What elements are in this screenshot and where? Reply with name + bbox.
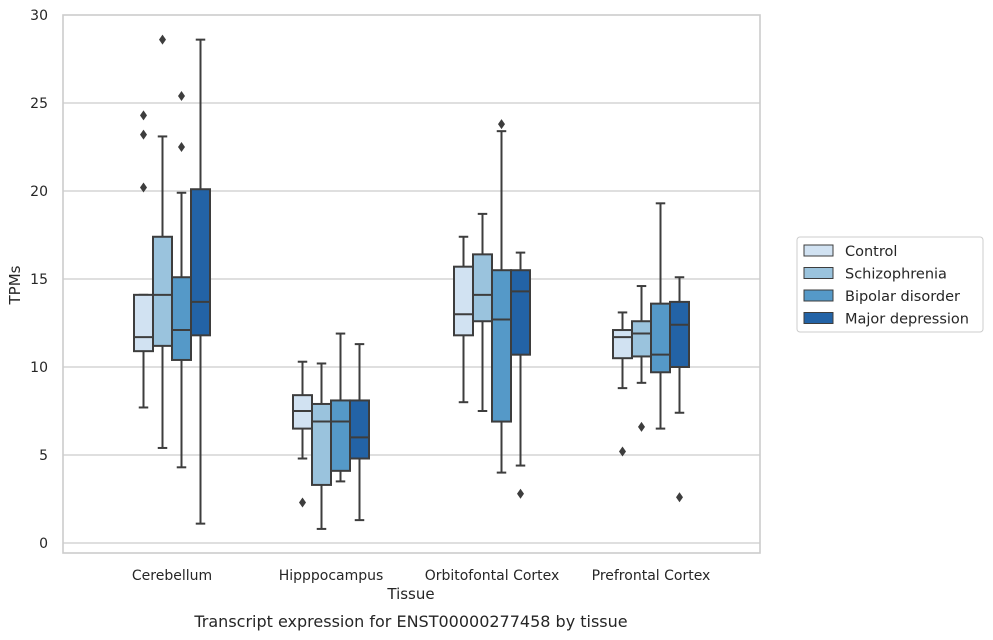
y-tick-label: 15 xyxy=(30,272,48,288)
legend-label: Schizophrenia xyxy=(845,267,947,283)
outlier-point xyxy=(140,110,147,121)
outlier-point xyxy=(140,129,147,140)
x-tick-label: Cerebellum xyxy=(132,568,212,584)
outlier-point xyxy=(178,90,185,101)
legend-swatch xyxy=(803,289,834,302)
y-tick-label: 10 xyxy=(30,360,48,376)
outlier-point xyxy=(140,182,147,193)
plot-frame xyxy=(62,14,761,554)
box-group xyxy=(631,285,652,432)
box-group xyxy=(171,90,192,469)
box xyxy=(190,188,211,337)
box xyxy=(510,269,531,356)
box xyxy=(612,329,633,360)
box xyxy=(171,276,192,361)
x-tick-label: Hipppocampus xyxy=(279,568,384,584)
box xyxy=(650,302,671,374)
outlier-point xyxy=(178,142,185,152)
box xyxy=(669,300,690,369)
box-group xyxy=(650,202,671,430)
legend-swatch xyxy=(803,267,834,279)
y-tick-label: 0 xyxy=(39,536,48,552)
box xyxy=(472,253,493,323)
legend-items: Control Schizophrenia Bipolar disorder Majo… xyxy=(803,244,969,328)
boxes xyxy=(133,34,690,530)
box-group xyxy=(349,343,370,522)
outlier-point xyxy=(619,446,626,457)
x-tick-labels: Cerebellum Hipppocampus Orbitofontal Corte… xyxy=(132,568,710,584)
box-group xyxy=(510,251,531,499)
box xyxy=(311,402,332,486)
outlier-point xyxy=(498,119,505,130)
outlier-point xyxy=(638,421,645,432)
box-group xyxy=(311,362,332,530)
box-group xyxy=(453,235,474,404)
x-tick-label: Orbitofontal Cortex xyxy=(425,568,560,584)
outlier-point xyxy=(299,497,306,508)
box xyxy=(631,320,652,358)
box-group xyxy=(612,311,633,457)
box-group xyxy=(292,360,313,508)
x-tick-label: Prefrontal Cortex xyxy=(592,568,711,584)
box-group xyxy=(472,212,493,412)
y-tick-label: 30 xyxy=(30,8,48,24)
box xyxy=(349,399,370,460)
box-group xyxy=(330,332,351,483)
y-tick-label: 5 xyxy=(39,448,48,464)
box xyxy=(152,235,173,347)
chart-caption: Transcript expression for ENST0000027745… xyxy=(193,612,627,631)
outlier-point xyxy=(676,492,683,503)
legend-frame xyxy=(796,236,984,333)
legend: Control Schizophrenia Bipolar disorder Majo… xyxy=(796,236,984,333)
outlier-point xyxy=(517,488,524,499)
x-axis-label: Tissue xyxy=(386,585,434,603)
box-group xyxy=(669,276,690,503)
box xyxy=(453,265,474,337)
box xyxy=(133,293,154,353)
y-tick-labels: 0 5 10 15 20 25 30 xyxy=(30,8,48,552)
legend-label: Major depression xyxy=(845,312,969,328)
box-group xyxy=(491,119,512,474)
y-tick-label: 20 xyxy=(30,184,48,200)
box-group xyxy=(152,34,173,449)
outlier-point xyxy=(159,34,166,45)
box-group xyxy=(133,110,154,409)
box xyxy=(330,399,351,472)
legend-swatch xyxy=(803,312,834,324)
legend-label: Control xyxy=(845,244,897,260)
box xyxy=(491,269,512,423)
box-group xyxy=(190,38,211,525)
legend-label: Bipolar disorder xyxy=(845,289,960,305)
legend-swatch xyxy=(803,244,834,257)
y-axis-label: TPMs xyxy=(6,265,24,305)
y-tick-label: 25 xyxy=(30,96,48,112)
